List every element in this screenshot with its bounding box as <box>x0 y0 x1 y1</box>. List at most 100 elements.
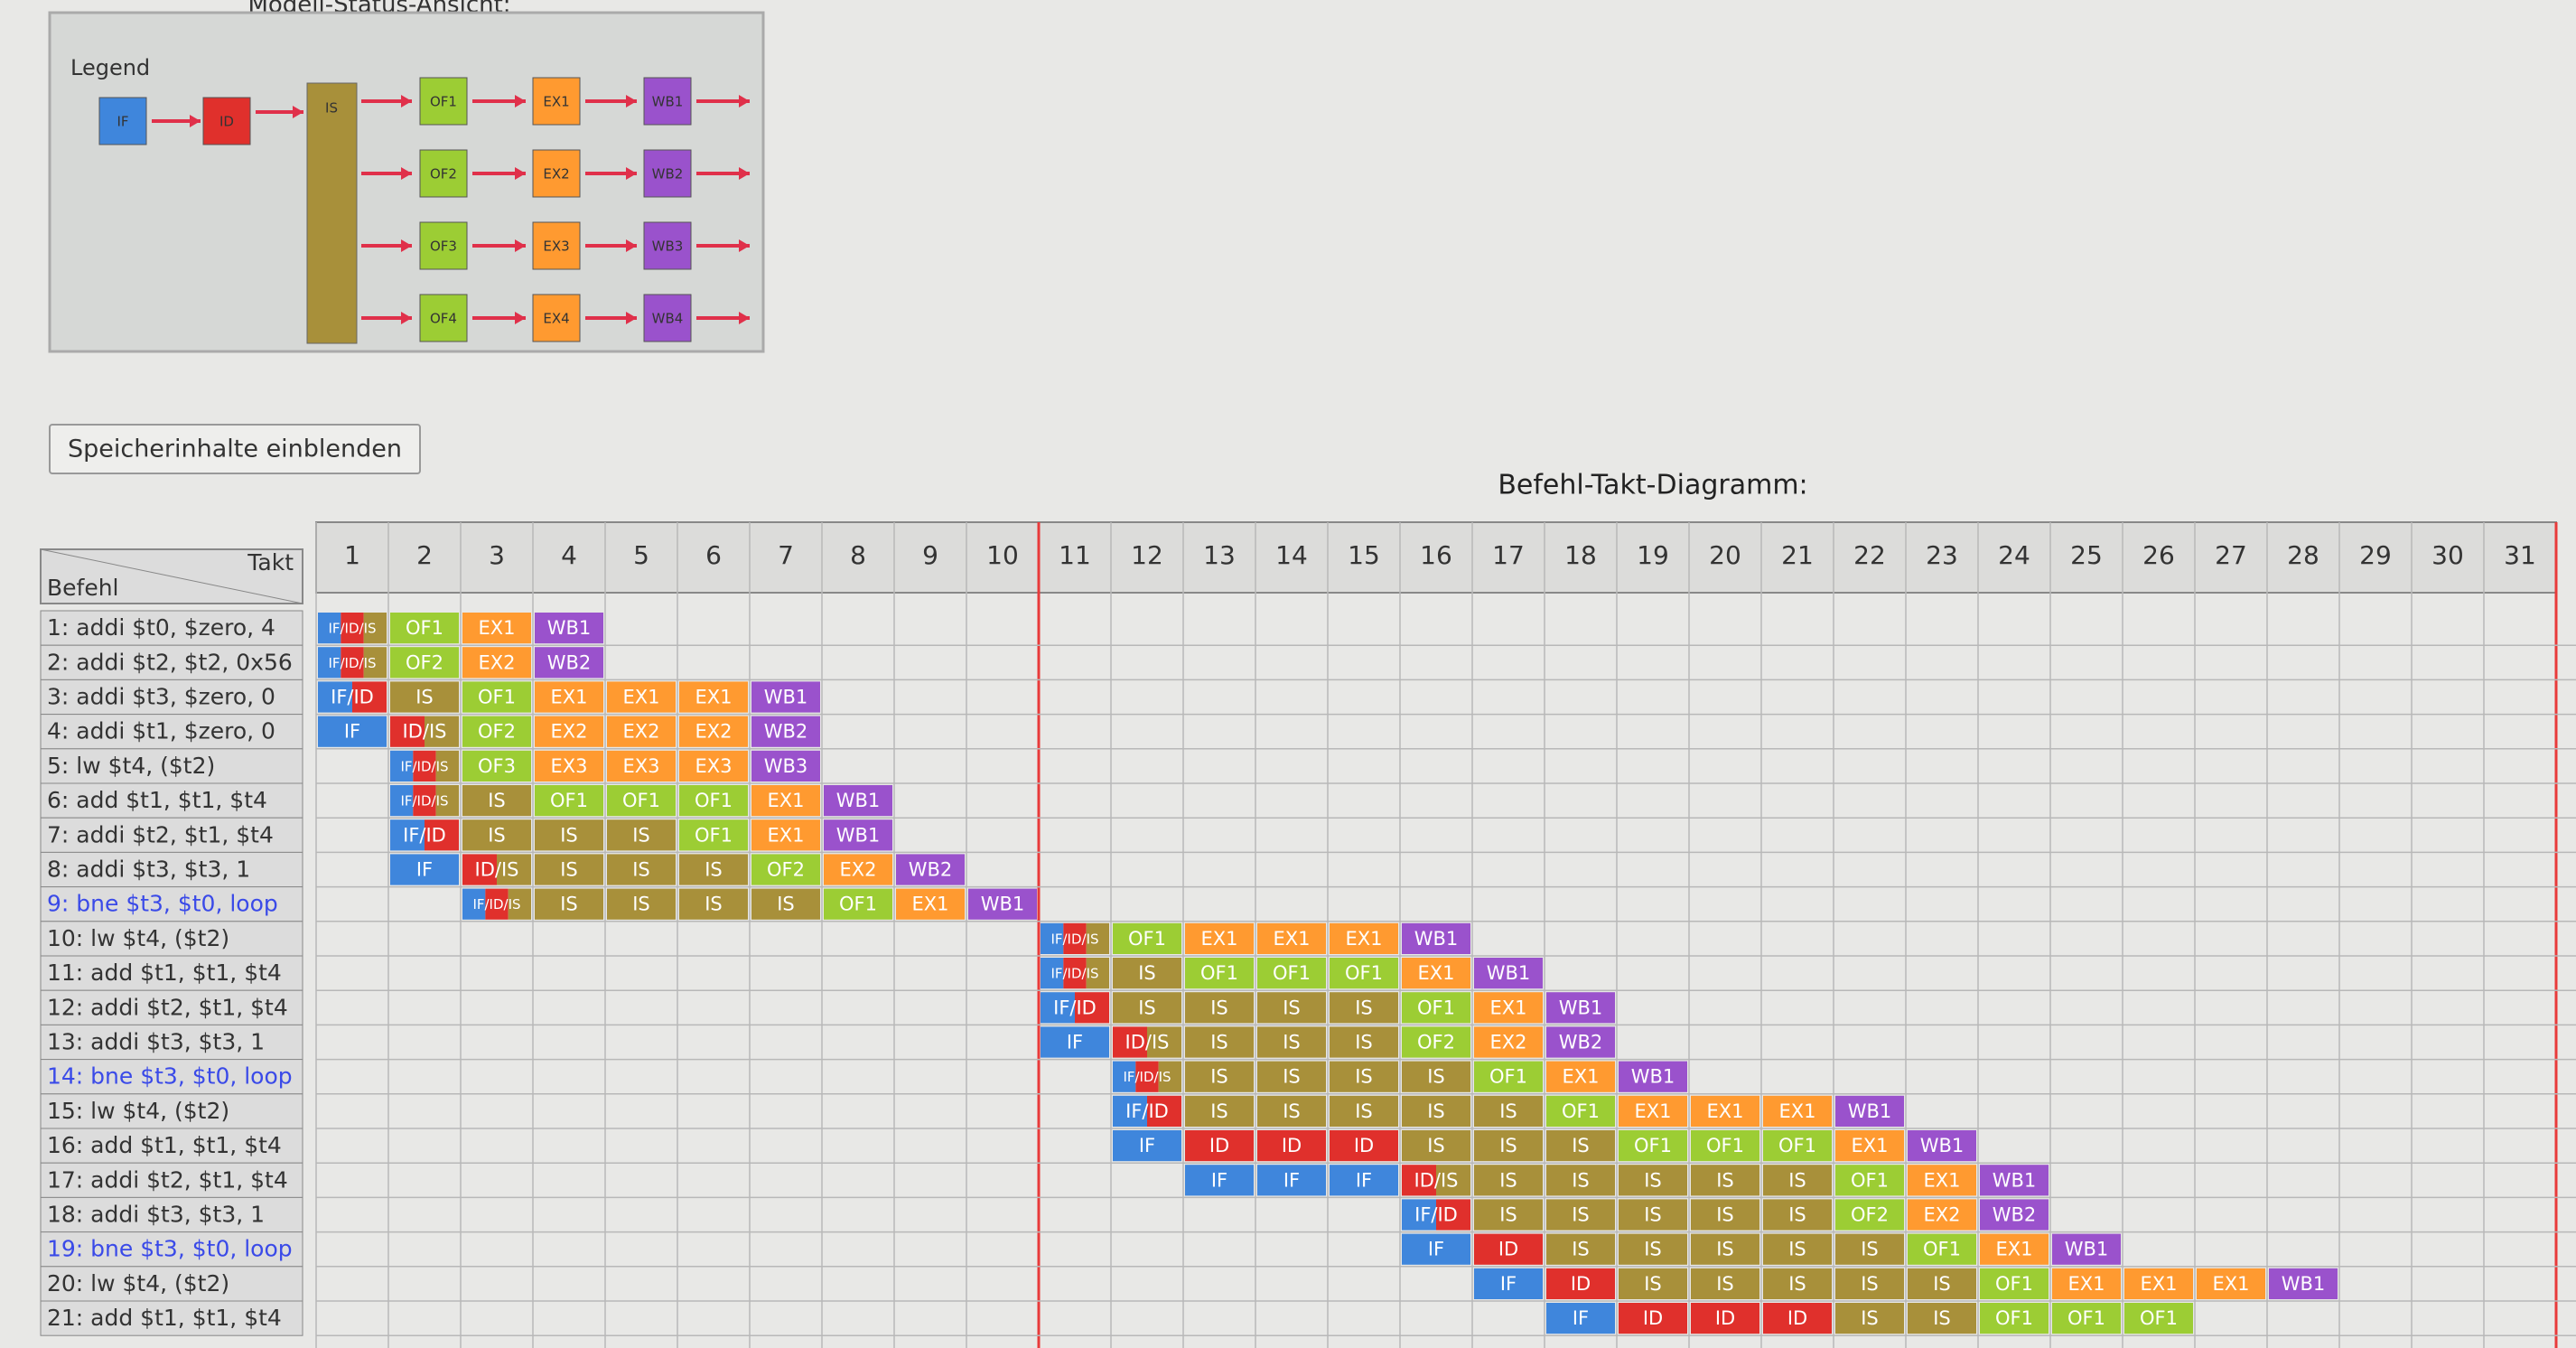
row-label-cell <box>40 851 303 888</box>
instruction: 5: lw $t4, ($t2) <box>47 753 215 779</box>
stage-cell <box>390 750 414 782</box>
stage-cell <box>390 681 459 713</box>
toggle-button[interactable] <box>49 424 421 474</box>
stage-cell <box>2124 1268 2193 1299</box>
stage-cell <box>1908 1130 1976 1162</box>
stage-cell <box>2052 1268 2121 1299</box>
stage-text: OF1 <box>839 894 877 915</box>
stage-label: IS <box>325 100 338 117</box>
arrow-head <box>739 312 750 324</box>
instruction: 12: addi $t2, $t1, $t4 <box>47 994 288 1020</box>
row-label-cell <box>40 1300 303 1336</box>
stage-cell <box>1474 1061 1543 1092</box>
stage-box <box>98 97 147 145</box>
stage-cell <box>679 681 748 713</box>
stage-cell <box>318 647 341 679</box>
stage-text: EX1 <box>767 790 804 811</box>
stage-cell <box>390 613 459 644</box>
stage-cell <box>535 647 603 679</box>
stage-cell <box>462 854 497 885</box>
stage-text: OF2 <box>1417 1032 1455 1053</box>
arrow-head <box>515 167 526 180</box>
instruction: 10: lw $t4, ($t2) <box>47 925 229 951</box>
instruction: 17: addi $t2, $t1, $t4 <box>47 1166 288 1193</box>
stage-label: OF2 <box>430 166 457 183</box>
stage-cell <box>1546 1303 1615 1334</box>
stage-text: OF1 <box>695 824 733 846</box>
stage-text: IF/ID <box>1414 1204 1458 1226</box>
arrow-head <box>293 106 303 118</box>
stage-cell <box>1474 1095 1543 1127</box>
stage-cell <box>1147 1095 1181 1127</box>
stage-cell <box>1086 958 1109 989</box>
stage-text: IS <box>1499 1204 1517 1226</box>
instruction: 2: addi $t2, $t2, 0x56 <box>47 649 293 675</box>
stage-text: EX1 <box>622 687 659 708</box>
stage-cell <box>1185 1026 1254 1058</box>
stage-cell <box>462 613 531 644</box>
arrow-head <box>401 239 412 252</box>
cycle-label: 5 <box>633 540 649 570</box>
stage-cell <box>485 888 509 920</box>
stage-text: IS <box>560 824 578 846</box>
stage-text: WB1 <box>1848 1100 1892 1122</box>
arrow-head <box>739 95 750 108</box>
stage-label: WB2 <box>652 166 684 183</box>
stage-text: EX1 <box>1995 1239 2032 1260</box>
stage-cell <box>1691 1165 1759 1196</box>
stage-cell <box>462 785 531 817</box>
stage-cell <box>607 888 676 920</box>
stage-text: IS <box>1788 1204 1806 1226</box>
stage-text: WB1 <box>2282 1273 2326 1295</box>
stage-cell <box>1835 1268 1904 1299</box>
stage-cell <box>352 681 387 713</box>
stage-text: IS <box>1283 1100 1301 1122</box>
stage-cell <box>497 854 531 885</box>
stage-text: IS <box>1644 1273 1662 1295</box>
stage-text: EX3 <box>695 755 732 777</box>
button-label[interactable]: Speicherinhalte einblenden <box>68 435 402 463</box>
stage-text: IS <box>560 859 578 881</box>
stage-cell <box>1980 1165 2049 1196</box>
stage-text: IS <box>1210 997 1228 1018</box>
row-label-cell <box>40 1128 303 1164</box>
stage-cell <box>1402 1095 1470 1127</box>
stage-text: IS <box>1861 1239 1879 1260</box>
stage-cell <box>1763 1095 1832 1127</box>
stage-cell <box>751 888 820 920</box>
stage-text: IS <box>488 824 506 846</box>
stage-box <box>532 149 581 198</box>
stage-text: OF1 <box>1778 1135 1816 1156</box>
stage-text: WB2 <box>547 651 592 673</box>
stage-text: ID/IS <box>475 859 519 881</box>
stage-text: IS <box>1716 1169 1734 1191</box>
stage-cell <box>824 785 892 817</box>
cycle-label: 12 <box>1131 540 1163 570</box>
stage-cell <box>1474 1268 1543 1299</box>
stage-text: EX1 <box>550 687 587 708</box>
stage-text: EX1 <box>1778 1100 1815 1122</box>
stage-cell <box>535 681 603 713</box>
stage-text: ID/IS <box>1125 1032 1170 1053</box>
stage-cell <box>1474 1165 1543 1196</box>
stage-text: EX1 <box>1345 928 1382 950</box>
instruction: 3: addi $t3, $zero, 0 <box>47 684 275 710</box>
stage-text: IS <box>1427 1100 1445 1122</box>
stage-cell <box>1619 1303 1687 1334</box>
cycle-label: 2 <box>416 540 433 570</box>
row-label-cell <box>40 714 303 750</box>
stage-text: IS <box>1355 1032 1373 1053</box>
legend-title: Legend <box>70 55 150 80</box>
cycle-label: 18 <box>1564 540 1597 570</box>
stage-cell <box>1113 922 1181 954</box>
stage-cell <box>1835 1199 1904 1231</box>
stage-cell <box>1908 1303 1976 1334</box>
stage-text: WB2 <box>764 721 808 743</box>
cycle-label: 15 <box>1348 540 1380 570</box>
stage-cell <box>1763 1130 1832 1162</box>
stage-text: WB1 <box>981 894 1025 915</box>
stage-cell <box>1257 1026 1326 1058</box>
stage-text: ID <box>1282 1135 1302 1156</box>
stage-text: IF/ID/IS <box>472 896 520 913</box>
